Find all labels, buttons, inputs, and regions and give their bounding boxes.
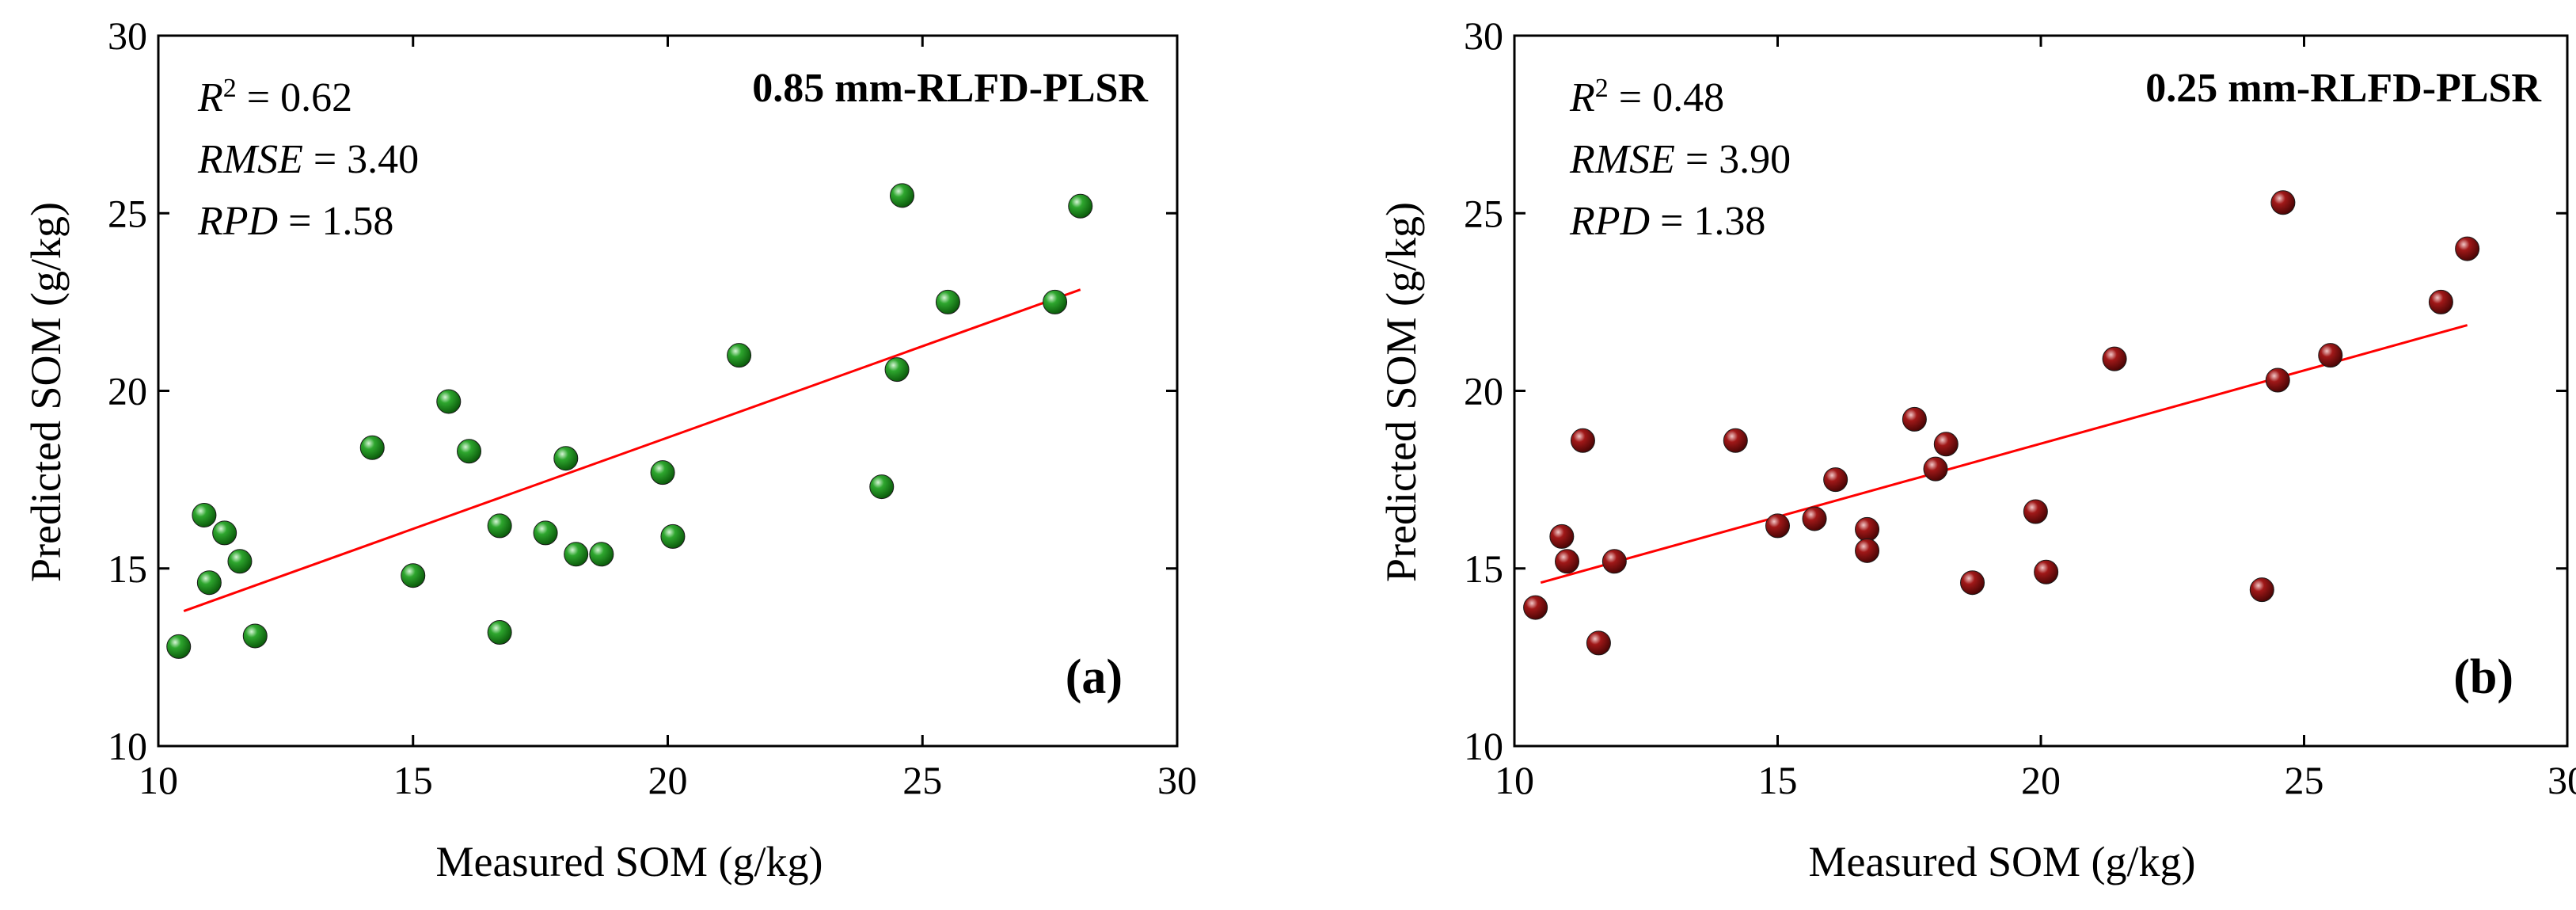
- data-point: [1570, 428, 1595, 453]
- regression-line: [1540, 324, 2468, 584]
- data-point: [1855, 538, 1880, 563]
- data-point: [727, 343, 752, 368]
- data-point: [2265, 367, 2290, 393]
- data-point: [1855, 516, 1880, 542]
- x-tick-label: 25: [902, 758, 942, 802]
- chart-title: 0.85 mm-RLFD-PLSR: [752, 66, 1149, 111]
- data-point: [2034, 559, 2059, 584]
- rpd-annotation: RPD = 1.38: [1569, 199, 1765, 244]
- data-point: [589, 542, 614, 567]
- data-point: [1802, 506, 1827, 531]
- data-point: [1555, 549, 1579, 574]
- panel-label: (a): [1066, 650, 1123, 704]
- data-point: [192, 502, 217, 527]
- y-axis-label: Predicted SOM (g/kg): [22, 202, 70, 582]
- y-tick-label: 10: [108, 724, 147, 768]
- data-point: [1923, 456, 1948, 482]
- data-point: [2249, 577, 2274, 603]
- y-tick-label: 30: [1464, 13, 1503, 58]
- x-tick-label: 10: [139, 758, 178, 802]
- tick-labels: 10 15 20 25 30 10 15 20 25 30: [1464, 13, 2576, 802]
- data-point: [2023, 499, 2048, 524]
- y-tick-label: 20: [108, 369, 147, 413]
- data-point: [1723, 428, 1748, 453]
- data-point: [1586, 630, 1611, 656]
- x-axis-label: Measured SOM (g/kg): [1809, 838, 2196, 885]
- data-point: [457, 439, 482, 464]
- data-point: [359, 435, 385, 460]
- x-axis-label: Measured SOM (g/kg): [436, 838, 823, 885]
- data-point: [1902, 406, 1927, 432]
- rmse-annotation: RMSE = 3.90: [1569, 137, 1791, 182]
- data-point: [401, 563, 426, 588]
- data-point: [935, 289, 960, 314]
- data-point: [227, 549, 253, 574]
- tick-marks: [157, 34, 1179, 748]
- data-point: [1549, 524, 1575, 549]
- data-point: [436, 389, 462, 414]
- fit-line-group: [183, 288, 1081, 612]
- x-tick-label: 15: [393, 758, 433, 802]
- data-point: [2270, 190, 2296, 215]
- x-tick-label: 30: [2548, 758, 2576, 802]
- data-point: [1765, 513, 1790, 539]
- data-point: [553, 446, 579, 471]
- data-points: [1523, 190, 2480, 656]
- data-point: [166, 634, 192, 659]
- y-tick-label: 10: [1464, 724, 1503, 768]
- data-point: [1823, 467, 1848, 493]
- data-point: [2455, 236, 2480, 261]
- data-point: [884, 357, 910, 383]
- data-point: [196, 570, 222, 596]
- x-tick-label: 10: [1495, 758, 1534, 802]
- data-point: [533, 520, 558, 546]
- data-points: [166, 183, 1093, 659]
- data-point: [869, 474, 895, 500]
- panel-label: (b): [2453, 650, 2513, 704]
- r2-annotation: R2 = 0.48: [1569, 74, 1724, 121]
- data-point: [2102, 346, 2127, 371]
- data-point: [242, 623, 268, 649]
- y-axis-label: Predicted SOM (g/kg): [1377, 202, 1425, 582]
- data-point: [2318, 343, 2343, 368]
- data-point: [1068, 193, 1093, 219]
- data-point: [2428, 289, 2453, 314]
- data-point: [487, 619, 512, 645]
- x-tick-label: 30: [1157, 758, 1197, 802]
- data-point: [660, 524, 686, 549]
- chart-title: 0.25 mm-RLFD-PLSR: [2145, 66, 2542, 111]
- x-tick-label: 20: [2021, 758, 2061, 802]
- tick-marks: [1513, 34, 2569, 748]
- data-point: [212, 520, 237, 546]
- data-point: [890, 183, 915, 208]
- x-tick-label: 20: [648, 758, 688, 802]
- data-point: [1960, 570, 1985, 596]
- data-point: [1933, 432, 1959, 457]
- y-tick-label: 20: [1464, 369, 1503, 413]
- data-point: [1043, 289, 1068, 314]
- rpd-annotation: RPD = 1.58: [197, 199, 393, 244]
- rmse-annotation: RMSE = 3.40: [197, 137, 419, 182]
- y-tick-label: 25: [108, 191, 147, 235]
- chart-panel-a: Predicted SOM (g/kg) Measured SOM (g/kg)…: [22, 13, 1197, 885]
- data-point: [564, 542, 589, 567]
- chart-panel-b: Predicted SOM (g/kg) Measured SOM (g/kg)…: [1377, 13, 2576, 885]
- data-point: [1601, 549, 1627, 574]
- y-tick-label: 25: [1464, 191, 1503, 235]
- x-tick-label: 15: [1758, 758, 1798, 802]
- regression-line: [183, 288, 1081, 612]
- tick-labels: 10 15 20 25 30 10 15 20 25 30: [108, 13, 1197, 802]
- y-tick-label: 30: [108, 13, 147, 58]
- data-point: [650, 460, 675, 485]
- x-tick-label: 25: [2285, 758, 2324, 802]
- y-tick-label: 15: [1464, 546, 1503, 591]
- y-tick-label: 15: [108, 546, 147, 591]
- data-point: [487, 513, 512, 539]
- data-point: [1523, 595, 1548, 620]
- fit-line-group: [1540, 324, 2468, 584]
- r2-annotation: R2 = 0.62: [197, 74, 352, 121]
